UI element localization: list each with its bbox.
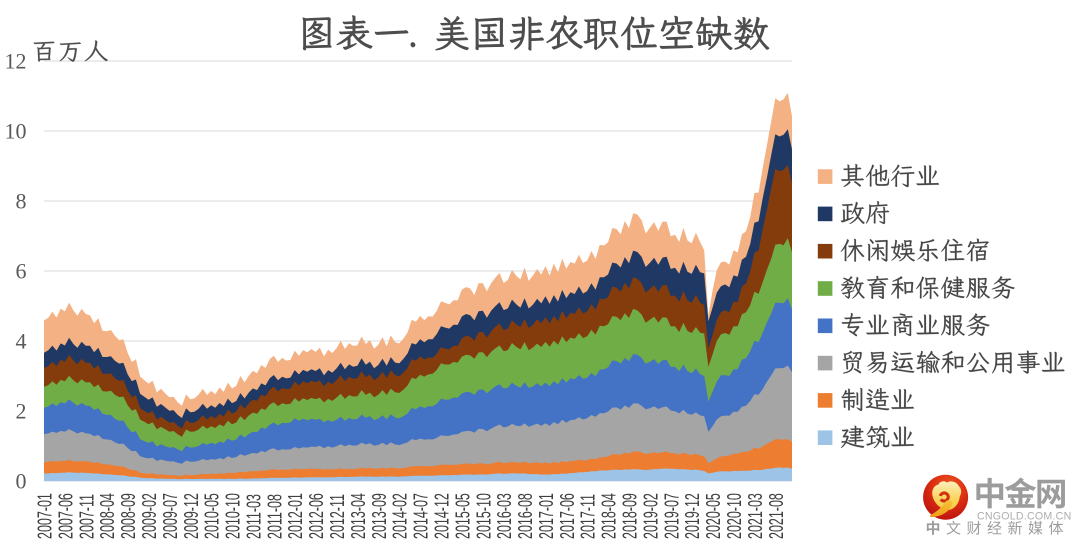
svg-text:2017-01: 2017-01: [535, 493, 558, 539]
svg-text:2016-03: 2016-03: [493, 493, 516, 539]
svg-text:2011-03: 2011-03: [242, 494, 265, 539]
svg-text:10: 10: [5, 119, 27, 144]
svg-text:2015-10: 2015-10: [472, 493, 495, 539]
svg-text:12: 12: [5, 49, 27, 74]
svg-text:2019-12: 2019-12: [681, 493, 704, 539]
svg-text:2019-02: 2019-02: [639, 493, 662, 539]
svg-text:4: 4: [16, 329, 27, 354]
svg-text:2019-07: 2019-07: [660, 493, 683, 539]
svg-text:2012-01: 2012-01: [284, 493, 307, 539]
svg-text:2012-11: 2012-11: [326, 494, 349, 539]
svg-text:6: 6: [16, 259, 27, 284]
svg-text:2020-10: 2020-10: [723, 493, 746, 539]
svg-text:8: 8: [16, 189, 27, 214]
svg-text:2014-07: 2014-07: [409, 493, 432, 539]
svg-text:2010-10: 2010-10: [221, 493, 244, 539]
svg-text:2007-01: 2007-01: [33, 493, 56, 539]
svg-text:2008-04: 2008-04: [96, 493, 119, 539]
svg-text:2009-12: 2009-12: [180, 493, 203, 539]
svg-text:2010-05: 2010-05: [201, 493, 224, 539]
svg-text:2017-06: 2017-06: [556, 493, 579, 539]
svg-text:2018-04: 2018-04: [597, 493, 620, 539]
svg-text:2: 2: [16, 399, 27, 424]
svg-text:2015-05: 2015-05: [451, 493, 474, 539]
svg-text:2009-02: 2009-02: [138, 493, 161, 539]
svg-text:2017-11: 2017-11: [577, 494, 600, 539]
svg-text:2020-05: 2020-05: [702, 493, 725, 539]
svg-text:CNGOLD.COM.CN: CNGOLD.COM.CN: [977, 511, 1071, 523]
svg-text:2013-04: 2013-04: [347, 493, 370, 539]
svg-text:2013-09: 2013-09: [368, 493, 391, 539]
svg-text:2014-02: 2014-02: [389, 493, 412, 539]
svg-text:2009-07: 2009-07: [159, 493, 182, 539]
svg-text:2021-03: 2021-03: [744, 493, 767, 539]
svg-text:2008-09: 2008-09: [117, 493, 140, 539]
svg-text:2012-06: 2012-06: [305, 493, 328, 539]
svg-text:0: 0: [16, 469, 27, 494]
svg-text:2011-08: 2011-08: [263, 494, 286, 539]
svg-text:2007-11: 2007-11: [75, 494, 98, 539]
svg-text:2021-08: 2021-08: [765, 493, 788, 539]
svg-text:2014-12: 2014-12: [430, 493, 453, 539]
svg-text:2016-08: 2016-08: [514, 493, 537, 539]
svg-text:2007-06: 2007-06: [54, 493, 77, 539]
svg-text:2018-09: 2018-09: [618, 493, 641, 539]
